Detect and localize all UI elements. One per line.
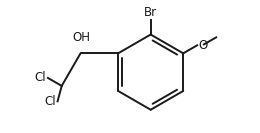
Text: OH: OH	[73, 31, 90, 44]
Text: Br: Br	[144, 6, 157, 19]
Text: Cl: Cl	[34, 71, 46, 84]
Text: O: O	[198, 39, 207, 52]
Text: Cl: Cl	[44, 95, 56, 108]
